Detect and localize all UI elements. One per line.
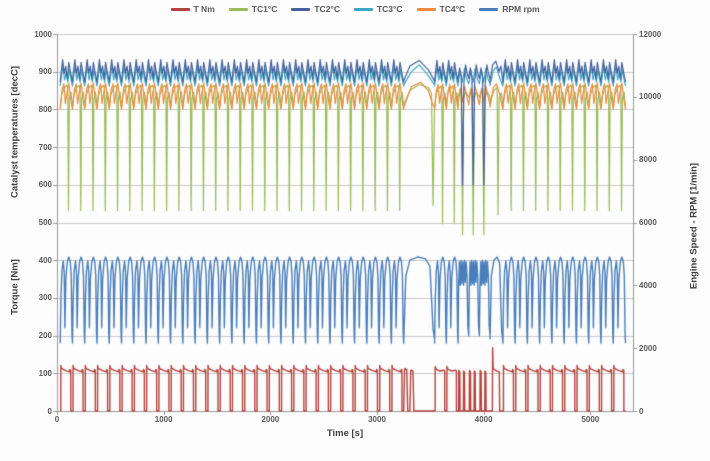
y-left-tick-label: 300: [38, 293, 52, 303]
legend-dash-icon: [228, 7, 248, 11]
legend-dash-icon: [479, 7, 499, 11]
legend-item: TC3°C: [353, 4, 403, 14]
y-left-tick-label: 100: [38, 368, 52, 378]
y-left-tick-label: 1000: [34, 29, 52, 39]
legend-label: TC3°C: [376, 4, 403, 14]
y-left-tick-label: 0: [47, 406, 52, 416]
x-axis-title-time: Time [s]: [326, 428, 364, 439]
y-axis-title-torque: Torque [Nm]: [9, 259, 21, 315]
y-left-tick-label: 600: [38, 180, 52, 190]
legend-label: TC2°C: [314, 4, 340, 14]
y-left-tick-label: 700: [38, 142, 52, 152]
y-left-tick-label: 900: [38, 67, 52, 77]
y-left-tick-label: 800: [38, 104, 52, 114]
x-tick-label: 3000: [368, 415, 386, 424]
x-tick-label: 5000: [581, 415, 600, 424]
y-axis-title-catalyst-temperatures: Catalyst temperatures [decC]: [9, 66, 21, 198]
legend-label: T Nm: [193, 4, 215, 14]
x-tick-label: 2000: [261, 415, 280, 424]
legend-dash-icon: [416, 7, 436, 11]
chart-legend: T Nm TC1°C TC2°C TC3°C TC4°C RPM rpm: [0, 4, 710, 14]
y-right-tick-label: 0: [639, 406, 644, 416]
legend-dash-icon: [291, 7, 311, 11]
y-right-tick-label: 12000: [639, 29, 662, 39]
legend-item: TC4°C: [416, 4, 466, 14]
legend-label: RPM rpm: [502, 4, 540, 14]
y-left-tick-label: 200: [38, 331, 52, 341]
y-right-tick-label: 2000: [639, 343, 657, 353]
x-tick-label: 1000: [154, 415, 173, 424]
legend-item: RPM rpm: [479, 4, 540, 14]
legend-dash-icon: [353, 7, 373, 11]
y-left-tick-label: 500: [38, 218, 52, 227]
legend-label: TC4°C: [439, 4, 466, 14]
y-right-tick-label: 8000: [639, 155, 657, 165]
x-tick-label: 0: [54, 415, 60, 424]
legend-dash-icon: [170, 7, 190, 11]
y-right-tick-label: 4000: [639, 280, 657, 290]
y-right-tick-label: 6000: [639, 218, 657, 227]
legend-item: TC1°C: [228, 4, 278, 14]
x-tick-label: 4000: [474, 415, 493, 424]
legend-item: T Nm: [170, 4, 215, 14]
y-right-tick-label: 10000: [639, 92, 662, 102]
legend-item: TC2°C: [291, 4, 340, 14]
y-left-tick-label: 400: [38, 255, 52, 265]
y-axis-title-engine-speed: Engine Speed - RPM [1/min]: [688, 162, 700, 290]
legend-label: TC1°C: [251, 4, 278, 14]
